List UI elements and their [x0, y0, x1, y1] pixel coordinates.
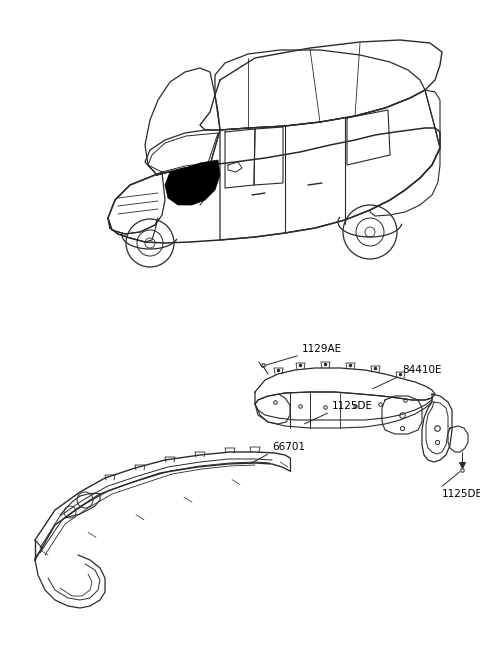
Polygon shape — [165, 160, 220, 205]
Text: 1125DE: 1125DE — [332, 401, 373, 411]
Text: 1129AE: 1129AE — [302, 344, 342, 354]
Text: 84410E: 84410E — [402, 365, 442, 375]
Text: 1125DE: 1125DE — [442, 489, 480, 499]
Text: 66701: 66701 — [272, 442, 305, 452]
